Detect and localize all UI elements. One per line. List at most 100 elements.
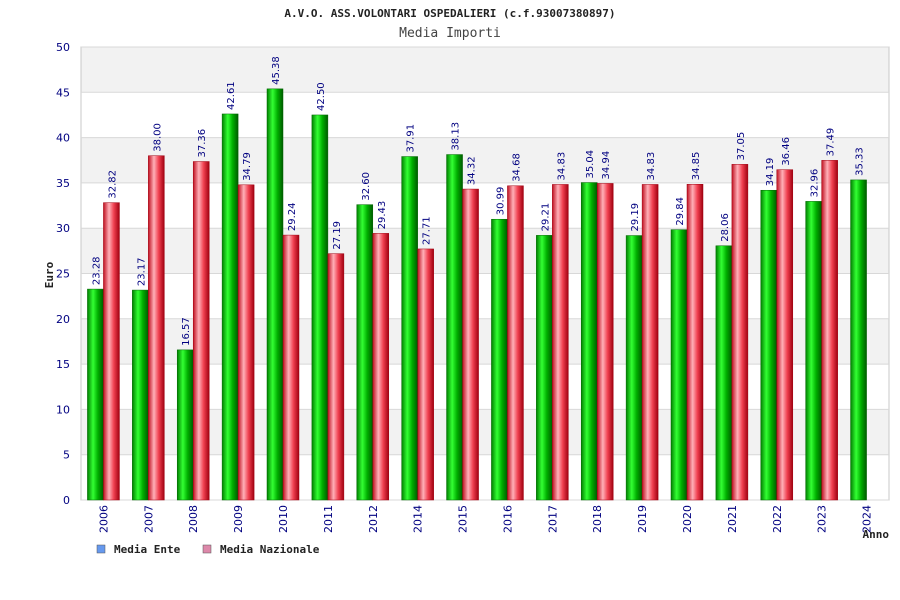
data-label-media-ente-2011: 42.50 bbox=[316, 82, 327, 111]
x-tick-label-2014: 2014 bbox=[412, 505, 425, 533]
y-tick-label: 15 bbox=[56, 358, 70, 371]
data-label-media-nazionale-2017: 34.83 bbox=[556, 152, 567, 181]
y-tick-label: 25 bbox=[56, 268, 70, 281]
y-tick-label: 45 bbox=[56, 86, 70, 99]
chart-title: A.V.O. ASS.VOLONTARI OSPEDALIERI (c.f.93… bbox=[284, 7, 615, 20]
bar-media-nazionale-2009 bbox=[237, 184, 255, 501]
bar-media-ente-2023 bbox=[805, 201, 822, 501]
y-tick-label: 30 bbox=[56, 222, 70, 235]
data-label-media-ente-2022: 34.19 bbox=[765, 158, 776, 187]
data-label-media-nazionale-2022: 36.46 bbox=[781, 137, 792, 166]
bar-media-ente-2008 bbox=[176, 349, 194, 501]
plot-band bbox=[81, 137, 889, 183]
x-axis-title: Anno bbox=[863, 528, 890, 541]
plot-band bbox=[81, 228, 889, 274]
plot-band bbox=[81, 409, 889, 455]
bar-media-nazionale-2020 bbox=[686, 184, 704, 501]
data-label-media-nazionale-2010: 29.24 bbox=[287, 202, 298, 231]
data-label-media-nazionale-2015: 34.32 bbox=[467, 156, 478, 185]
bar-media-nazionale-2017 bbox=[552, 184, 569, 501]
bar-media-ente-2007 bbox=[132, 289, 149, 501]
data-label-media-ente-2010: 45.38 bbox=[271, 56, 282, 85]
plot-band bbox=[81, 318, 889, 365]
bar-media-nazionale-2008 bbox=[192, 161, 210, 501]
x-tick-label-2009: 2009 bbox=[232, 505, 245, 533]
gridlines bbox=[81, 46, 889, 501]
legend-swatch-media-ente bbox=[96, 544, 106, 554]
data-label-media-nazionale-2007: 38.00 bbox=[152, 123, 163, 152]
x-tick-label-2011: 2011 bbox=[322, 505, 335, 533]
y-tick-label: 0 bbox=[63, 494, 70, 507]
data-label-media-ente-2008: 16.57 bbox=[181, 317, 192, 346]
data-label-media-nazionale-2012: 29.43 bbox=[377, 201, 388, 230]
plot-band bbox=[81, 47, 889, 93]
data-label-media-ente-2020: 29.84 bbox=[675, 197, 686, 226]
data-label-media-ente-2021: 28.06 bbox=[720, 213, 731, 242]
data-label-media-ente-2006: 23.28 bbox=[91, 256, 102, 285]
data-label-media-nazionale-2020: 34.85 bbox=[691, 152, 702, 181]
bar-media-nazionale-2015 bbox=[462, 188, 479, 501]
data-label-media-ente-2014: 37.91 bbox=[406, 124, 417, 153]
x-tick-label-2010: 2010 bbox=[277, 505, 290, 533]
legend-swatch-media-nazionale bbox=[202, 544, 212, 554]
x-tick-label-2008: 2008 bbox=[187, 505, 200, 533]
x-tick-label-2023: 2023 bbox=[816, 505, 829, 533]
bar-media-ente-2018 bbox=[580, 182, 598, 501]
data-label-media-ente-2012: 32.60 bbox=[361, 172, 372, 201]
bar-media-nazionale-2012 bbox=[372, 233, 390, 501]
data-label-media-nazionale-2014: 27.71 bbox=[422, 216, 433, 245]
data-label-media-nazionale-2008: 37.36 bbox=[197, 129, 208, 158]
x-tick-label-2006: 2006 bbox=[97, 505, 110, 533]
data-label-media-ente-2019: 29.19 bbox=[630, 203, 641, 232]
data-label-media-nazionale-2009: 34.79 bbox=[242, 152, 253, 181]
y-tick-label: 35 bbox=[56, 177, 70, 190]
bar-media-nazionale-2006 bbox=[103, 202, 120, 501]
x-tick-label-2024: 2024 bbox=[861, 505, 874, 533]
bar-media-nazionale-2021 bbox=[731, 164, 749, 501]
bar-media-ente-2010 bbox=[266, 88, 284, 501]
y-tick-label: 20 bbox=[56, 313, 70, 326]
y-axis-title: Euro bbox=[43, 261, 56, 288]
plot-band bbox=[81, 364, 889, 410]
data-label-media-nazionale-2016: 34.68 bbox=[511, 153, 522, 182]
bar-media-ente-2021 bbox=[715, 245, 733, 501]
data-label-media-ente-2015: 38.13 bbox=[451, 122, 462, 151]
x-tick-label-2020: 2020 bbox=[681, 505, 694, 533]
data-label-media-nazionale-2011: 27.19 bbox=[332, 221, 343, 250]
bar-media-ente-2024 bbox=[850, 179, 867, 501]
x-tick-label-2021: 2021 bbox=[726, 505, 739, 533]
x-tick-label-2018: 2018 bbox=[591, 505, 604, 533]
bar-media-ente-2012 bbox=[356, 204, 374, 501]
data-label-media-ente-2017: 29.21 bbox=[540, 203, 551, 232]
bar-media-ente-2017 bbox=[536, 235, 553, 501]
bars: 23.28 32.82 23.17 38.00 16.57 37.36 42.61 34.79… bbox=[87, 56, 867, 501]
x-tick-label-2007: 2007 bbox=[142, 505, 155, 533]
y-tick-label: 5 bbox=[63, 449, 70, 462]
bar-media-ente-2015 bbox=[446, 154, 463, 501]
x-tick-label-2017: 2017 bbox=[546, 505, 559, 533]
data-label-media-ente-2024: 35.33 bbox=[855, 147, 866, 176]
data-label-media-nazionale-2023: 37.49 bbox=[826, 128, 837, 157]
data-label-media-nazionale-2019: 34.83 bbox=[646, 152, 657, 181]
bar-media-nazionale-2018 bbox=[596, 183, 614, 501]
bar-media-ente-2014 bbox=[401, 156, 418, 501]
plot-background bbox=[80, 46, 890, 501]
bar-media-ente-2020 bbox=[670, 229, 688, 501]
legend-label-media-ente: Media Ente bbox=[114, 543, 181, 556]
bar-media-ente-2022 bbox=[760, 189, 778, 501]
data-label-media-ente-2023: 32.96 bbox=[810, 169, 821, 198]
x-tick-label-2012: 2012 bbox=[367, 505, 380, 533]
plot-band bbox=[81, 273, 889, 319]
data-label-media-nazionale-2018: 34.94 bbox=[601, 151, 612, 180]
bar-media-ente-2011 bbox=[311, 114, 329, 501]
data-label-media-ente-2018: 35.04 bbox=[585, 150, 596, 179]
x-tick-label-2015: 2015 bbox=[457, 505, 470, 533]
x-axis-ticks: 2006 2007 2008 2009 2010 2011 2012 2014 2015 2016… bbox=[97, 505, 873, 533]
y-tick-label: 40 bbox=[56, 132, 70, 145]
x-tick-label-2019: 2019 bbox=[636, 505, 649, 533]
bar-media-nazionale-2014 bbox=[417, 248, 434, 501]
x-tick-label-2022: 2022 bbox=[771, 505, 784, 533]
data-label-media-nazionale-2021: 37.05 bbox=[736, 132, 747, 161]
data-label-media-ente-2016: 30.99 bbox=[495, 187, 506, 216]
